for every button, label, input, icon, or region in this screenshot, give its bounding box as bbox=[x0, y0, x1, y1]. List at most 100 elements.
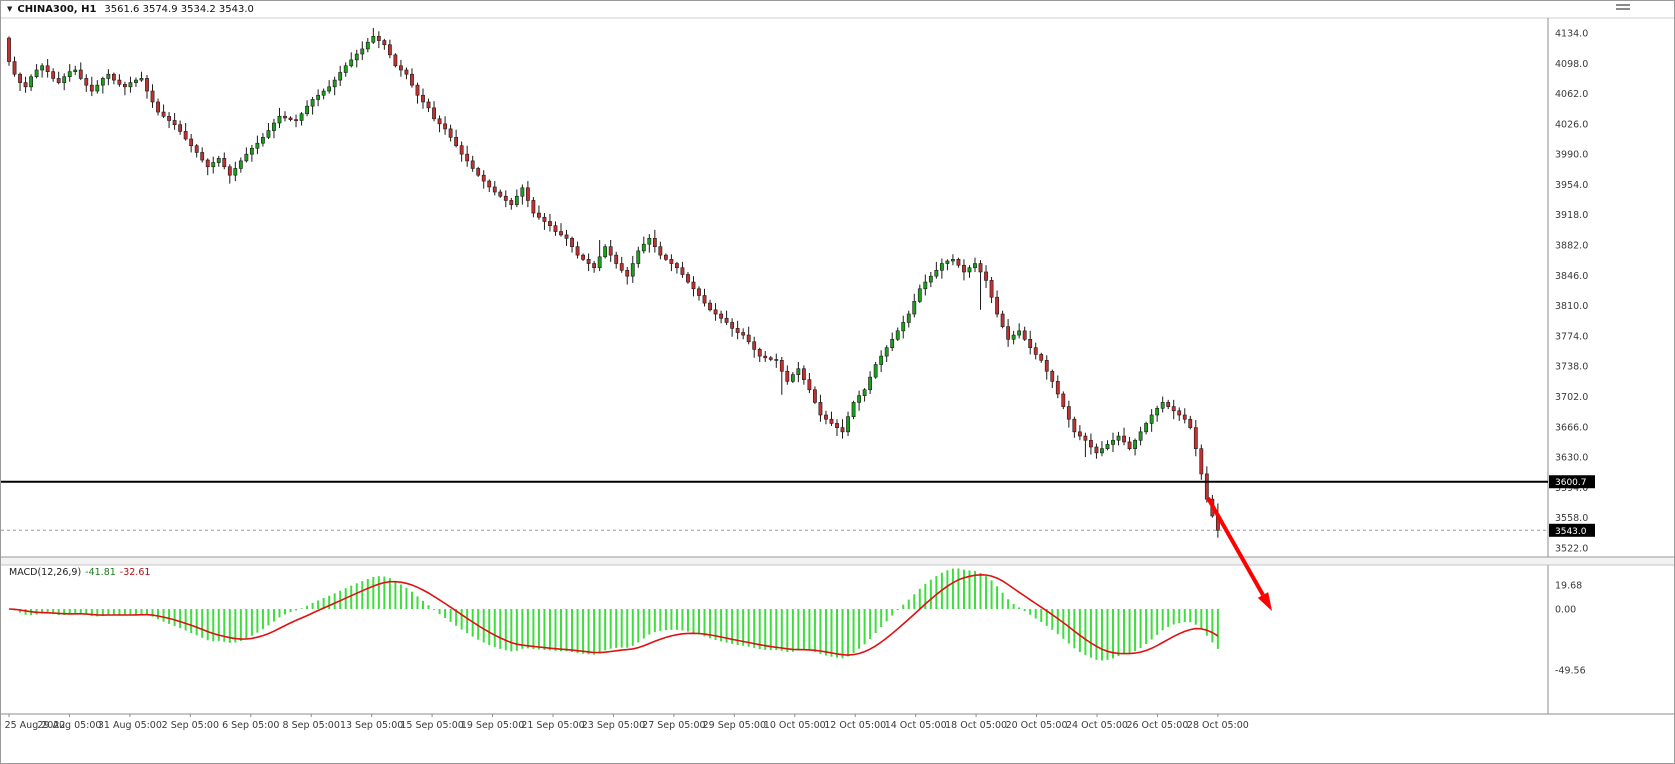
candle-body bbox=[779, 360, 784, 372]
candle-body bbox=[1182, 414, 1187, 420]
candle-body bbox=[1166, 402, 1171, 407]
candle-body bbox=[18, 73, 22, 83]
candle-body bbox=[824, 414, 828, 420]
price-tick-label: 3594.0 bbox=[1555, 483, 1588, 494]
sell-signal-arrow[interactable] bbox=[1206, 497, 1272, 611]
candle-body bbox=[410, 73, 414, 86]
candle-body bbox=[857, 395, 861, 403]
candle-body bbox=[614, 254, 619, 264]
candle-body bbox=[757, 349, 762, 357]
candle-body bbox=[835, 423, 839, 428]
candle-body bbox=[1111, 439, 1115, 445]
candle-body bbox=[1149, 414, 1154, 424]
candle-body bbox=[768, 357, 773, 360]
candle-body bbox=[719, 313, 723, 319]
time-tick-label: 6 Sep 05:00 bbox=[222, 720, 279, 731]
candle-body bbox=[1105, 444, 1110, 449]
candle-body bbox=[1083, 435, 1088, 441]
candle-body bbox=[261, 137, 265, 144]
time-tick-label: 10 Oct 05:00 bbox=[764, 720, 826, 731]
candle-body bbox=[194, 145, 199, 153]
candle-body bbox=[1199, 448, 1204, 475]
candle-body bbox=[1144, 423, 1149, 433]
candle-body bbox=[67, 71, 72, 78]
candle-body bbox=[481, 174, 486, 182]
time-tick-label: 12 Oct 05:00 bbox=[824, 720, 886, 731]
time-tick-label: 2 Sep 05:00 bbox=[162, 720, 219, 731]
candle-body bbox=[989, 280, 994, 298]
time-tick-label: 13 Sep 05:00 bbox=[340, 720, 403, 731]
candle-body bbox=[525, 187, 530, 201]
candle-body bbox=[575, 246, 580, 256]
candle-body bbox=[840, 427, 845, 433]
time-tick-label: 27 Sep 05:00 bbox=[642, 720, 705, 731]
candle-body bbox=[868, 376, 873, 391]
candle-body bbox=[1094, 446, 1099, 454]
candle-body bbox=[619, 263, 624, 271]
candle-body bbox=[531, 200, 536, 214]
candle-body bbox=[305, 105, 309, 115]
candle-body bbox=[56, 78, 61, 83]
candle-body bbox=[901, 322, 906, 332]
candle-body bbox=[470, 160, 475, 169]
price-tick-label: 3846.0 bbox=[1555, 271, 1588, 282]
candle-body bbox=[912, 301, 917, 315]
candle-body bbox=[216, 158, 221, 163]
candle-body bbox=[150, 90, 155, 103]
candle-body bbox=[1028, 338, 1033, 348]
candle-body bbox=[227, 166, 232, 176]
candle-body bbox=[349, 59, 354, 67]
candle-body bbox=[652, 237, 657, 248]
window-control-icon[interactable] bbox=[1616, 4, 1630, 13]
time-tick-label: 14 Oct 05:00 bbox=[885, 720, 947, 731]
candle-body bbox=[156, 101, 160, 113]
macd-panel: 19.68 0.00 -49.56 bbox=[8, 568, 1586, 677]
candle-body bbox=[7, 37, 11, 62]
candle-body bbox=[1011, 334, 1016, 340]
candle-body bbox=[244, 153, 249, 162]
candle-body bbox=[238, 160, 243, 169]
time-tick-label: 29 Aug 05:00 bbox=[37, 720, 101, 731]
time-tick-label: 24 Oct 05:00 bbox=[1066, 720, 1128, 731]
candle-body bbox=[283, 115, 287, 119]
candle-body bbox=[763, 355, 768, 359]
candle-body bbox=[564, 234, 569, 239]
candle-body bbox=[884, 347, 889, 357]
candle-body bbox=[106, 73, 111, 79]
candle-body bbox=[117, 79, 122, 85]
candle-body bbox=[1072, 418, 1077, 433]
candle-body bbox=[134, 79, 138, 83]
time-tick-label: 26 Oct 05:00 bbox=[1126, 720, 1188, 731]
candle-body bbox=[630, 263, 635, 277]
dropdown-arrow-icon[interactable]: ▼ bbox=[7, 5, 13, 13]
price-axis[interactable]: 3522.0 3558.0 3594.0 3630.0 3666.0 3702.0 3738… bbox=[1555, 28, 1588, 554]
candle-body bbox=[503, 195, 508, 201]
candle-body bbox=[354, 53, 359, 61]
candle-body bbox=[1055, 381, 1060, 395]
candle-body bbox=[371, 36, 376, 43]
candle-body bbox=[1204, 473, 1209, 500]
candle-body bbox=[1160, 402, 1165, 409]
candle-body bbox=[724, 317, 729, 323]
candle-body bbox=[139, 78, 144, 81]
candle-body bbox=[514, 195, 519, 205]
candle-body bbox=[658, 246, 663, 256]
candle-body bbox=[45, 65, 50, 72]
candle-body bbox=[51, 71, 56, 79]
candle-body bbox=[608, 246, 613, 256]
candle-body bbox=[95, 84, 100, 92]
candle-body bbox=[1193, 427, 1198, 449]
candle-body bbox=[873, 364, 878, 378]
candle-body bbox=[62, 76, 67, 83]
candles bbox=[7, 27, 1220, 538]
panel-splitter[interactable] bbox=[1, 557, 1675, 565]
candle-body bbox=[895, 330, 900, 340]
macd-tick-label: 19.68 bbox=[1555, 580, 1582, 591]
candle-body bbox=[387, 44, 392, 56]
candle-body bbox=[984, 271, 988, 281]
candle-body bbox=[89, 84, 94, 92]
candle-body bbox=[421, 94, 425, 103]
